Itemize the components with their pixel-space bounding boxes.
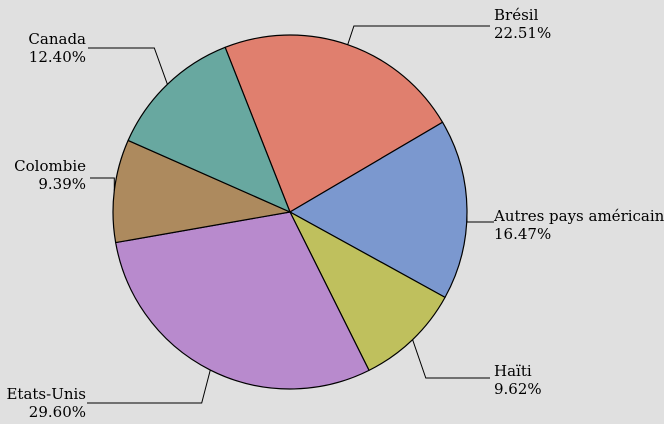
pie-slice-bresil bbox=[224, 34, 444, 213]
leader-line-haiti bbox=[412, 339, 490, 379]
slice-value-colombie: 9.39% bbox=[38, 175, 86, 193]
leader-line-bresil bbox=[347, 25, 490, 45]
leader-line-canada bbox=[88, 47, 168, 85]
slice-label-etats-unis: Etats-Unis bbox=[6, 385, 86, 403]
slice-label-autres-pays-americains: Autres pays américains bbox=[493, 207, 664, 225]
slice-value-etats-unis: 29.60% bbox=[29, 403, 86, 421]
leader-line-etats-unis bbox=[87, 369, 211, 404]
slice-label-bresil: Brésil bbox=[494, 6, 539, 24]
pie-slice-haiti bbox=[289, 211, 446, 371]
slices-layer bbox=[112, 34, 468, 390]
leader-lines-layer bbox=[87, 25, 494, 404]
leader-line-autres-pays-americains bbox=[466, 209, 494, 223]
slice-label-canada: Canada bbox=[28, 30, 86, 48]
leader-line-colombie bbox=[90, 177, 115, 191]
slice-value-autres-pays-americains: 16.47% bbox=[494, 225, 551, 243]
slice-value-haiti: 9.62% bbox=[494, 380, 542, 398]
pie-slice-canada bbox=[127, 46, 291, 213]
slice-value-canada: 12.40% bbox=[29, 48, 86, 66]
slice-value-bresil: 22.51% bbox=[494, 24, 551, 42]
slice-label-colombie: Colombie bbox=[14, 157, 86, 175]
slice-label-haiti: Haïti bbox=[494, 362, 532, 380]
